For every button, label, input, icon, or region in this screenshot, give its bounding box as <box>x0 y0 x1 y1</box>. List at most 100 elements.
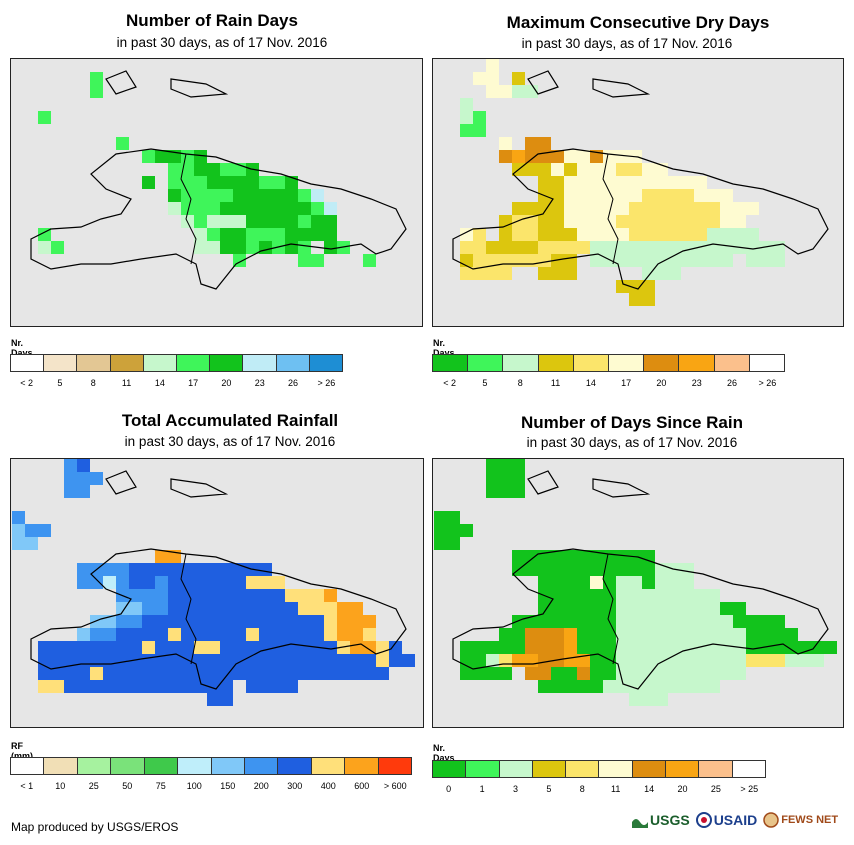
grid-cell <box>720 654 733 667</box>
grid-cell <box>616 654 629 667</box>
grid-cell <box>90 72 103 85</box>
grid-cell <box>590 667 603 680</box>
grid-cell <box>116 137 129 150</box>
grid-cell <box>129 667 142 680</box>
grid-cell <box>538 576 551 589</box>
grid-cell <box>512 254 525 267</box>
grid-cell <box>116 667 129 680</box>
grid-cell <box>538 602 551 615</box>
grid-cell <box>90 576 103 589</box>
legend-tick: 20 <box>656 378 667 388</box>
grid-cell <box>311 215 324 228</box>
grid-cell <box>324 602 337 615</box>
legend-tick: 300 <box>287 781 303 791</box>
grid-cell <box>512 485 525 498</box>
grid-cell <box>772 654 785 667</box>
grid-cell <box>324 228 337 241</box>
grid-cell <box>616 576 629 589</box>
grid-cell <box>655 202 668 215</box>
legend-tick: 23 <box>691 378 702 388</box>
grid-cell <box>499 150 512 163</box>
grid-cell <box>616 628 629 641</box>
coastline-outline <box>30 70 407 290</box>
grid-cell <box>525 563 538 576</box>
grid-cell <box>350 641 363 654</box>
grid-cell <box>538 176 551 189</box>
grid-cell <box>733 615 746 628</box>
grid-cell <box>350 615 363 628</box>
grid-cell <box>551 241 564 254</box>
legend-swatch <box>378 758 412 774</box>
grid-cell <box>681 563 694 576</box>
grid-cell <box>155 576 168 589</box>
grid-cell <box>746 654 759 667</box>
grid-cell <box>707 589 720 602</box>
grid-cell <box>298 602 311 615</box>
grid-cell <box>194 176 207 189</box>
panel-subtitle: in past 30 days, as of 17 Nov. 2016 <box>116 35 328 50</box>
legend-tick: 200 <box>253 781 269 791</box>
grid-cell <box>259 228 272 241</box>
grid-cell <box>38 241 51 254</box>
grid-cell <box>577 615 590 628</box>
coastline-outline <box>452 470 829 690</box>
grid-cell <box>525 641 538 654</box>
grid-cell <box>155 680 168 693</box>
grid-cell <box>402 654 415 667</box>
grid-cell <box>90 615 103 628</box>
grid-cell <box>116 563 129 576</box>
grid-cell <box>103 628 116 641</box>
grid-cell <box>207 189 220 202</box>
grid-cell <box>434 511 447 524</box>
grid-cell <box>460 267 473 280</box>
grid-cell <box>142 589 155 602</box>
grid-cell <box>655 176 668 189</box>
legend-tick: 400 <box>320 781 336 791</box>
legend-swatch <box>666 761 700 777</box>
grid-cell <box>499 137 512 150</box>
grid-cell <box>486 59 499 72</box>
grid-cell <box>168 615 181 628</box>
legend-tick: 11 <box>550 378 561 388</box>
legend-tick: 10 <box>55 781 66 791</box>
grid-cell <box>259 680 272 693</box>
grid-cell <box>564 150 577 163</box>
grid-cell <box>681 254 694 267</box>
grid-cell <box>616 641 629 654</box>
grid-cell <box>798 654 811 667</box>
grid-cell <box>194 215 207 228</box>
grid-cell <box>142 563 155 576</box>
grid-cell <box>285 641 298 654</box>
grid-cell <box>720 215 733 228</box>
legend-swatch <box>699 761 733 777</box>
legend-swatch <box>644 355 680 371</box>
grid-cell <box>642 293 655 306</box>
grid-cell <box>564 589 577 602</box>
grid-cell <box>298 641 311 654</box>
legend-swatch <box>211 758 245 774</box>
grid-cell <box>116 602 129 615</box>
grid-cell <box>499 85 512 98</box>
legend-swatch <box>714 355 750 371</box>
grid-cell <box>259 215 272 228</box>
grid-cell <box>285 589 298 602</box>
legend-tick: > 600 <box>383 781 407 791</box>
legend-tick: 5 <box>482 378 488 388</box>
grid-cell <box>616 563 629 576</box>
legend-colorbar <box>10 354 343 372</box>
grid-cell <box>129 563 142 576</box>
grid-cell <box>746 228 759 241</box>
grid-cell <box>194 602 207 615</box>
grid-cell <box>577 602 590 615</box>
grid-cell <box>337 615 350 628</box>
grid-cell <box>590 680 603 693</box>
grid-cell <box>246 176 259 189</box>
panel-title: Maximum Consecutive Dry Days <box>506 13 770 32</box>
grid-cell <box>564 641 577 654</box>
legend-tick: 14 <box>154 378 165 388</box>
grid-cell <box>233 189 246 202</box>
usgs-logo: USGS <box>632 812 690 828</box>
grid-cell <box>577 563 590 576</box>
grid-cell <box>564 189 577 202</box>
grid-cell <box>77 667 90 680</box>
